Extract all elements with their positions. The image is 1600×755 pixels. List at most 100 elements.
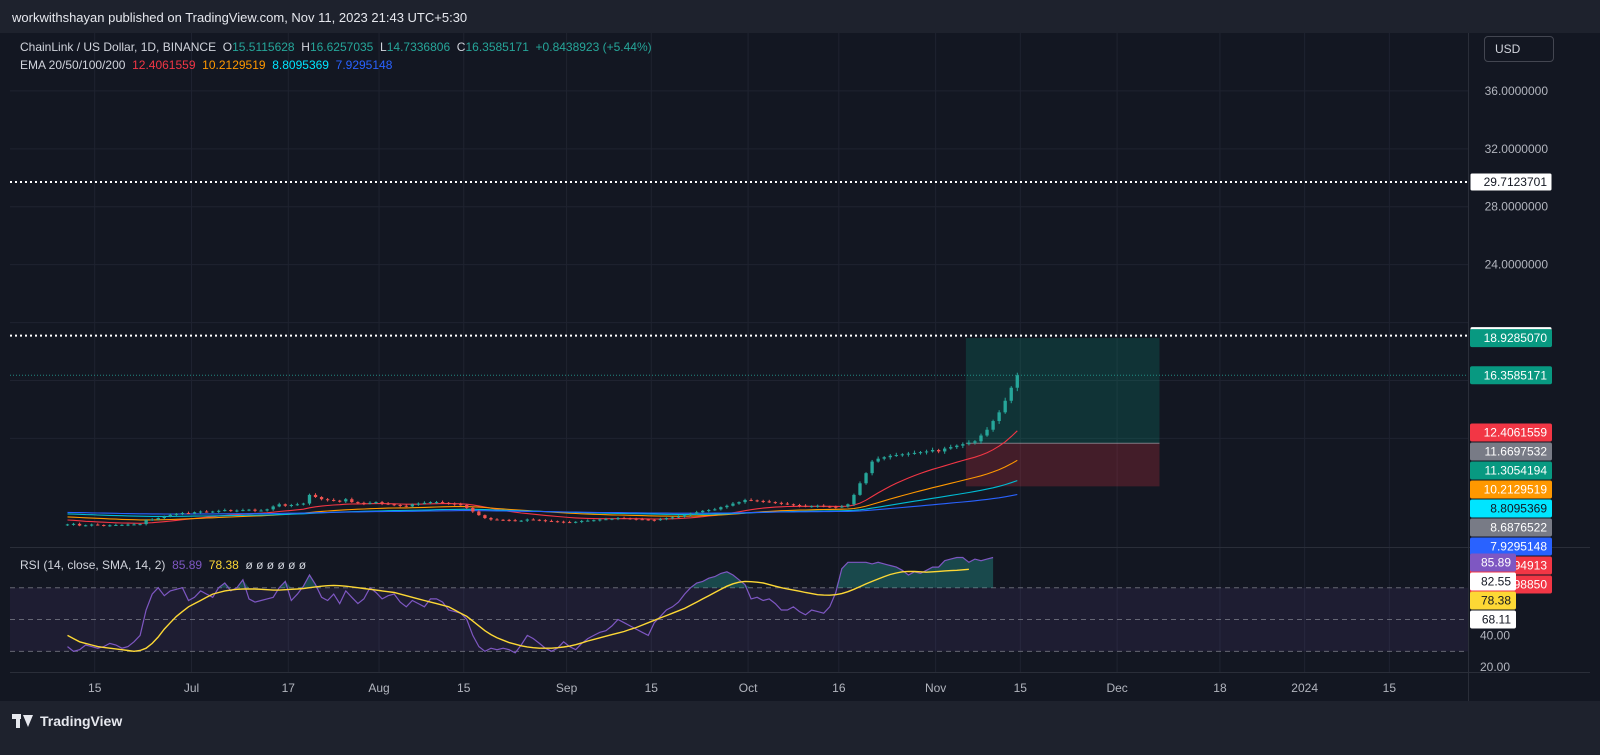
rsi-tick-label: 20.00 <box>1480 660 1510 674</box>
candle-body <box>779 502 784 504</box>
open-value: 15.5115628 <box>232 40 295 54</box>
rsi-axis-tag[interactable]: 78.38 <box>1470 591 1516 610</box>
rsi-axis-tag-text: 68.11 <box>1482 612 1511 626</box>
price-axis-tag[interactable]: 7.9295148 <box>1470 537 1552 556</box>
candle-body <box>186 512 191 514</box>
price-tick-label: 28.0000000 <box>1485 200 1549 214</box>
candle-body <box>864 473 868 484</box>
candle-body <box>374 502 378 504</box>
candle <box>979 433 983 444</box>
candle-body <box>930 449 935 452</box>
candle-body <box>628 518 632 520</box>
candle-body <box>108 525 112 527</box>
candle-body <box>985 429 989 436</box>
candle-body <box>77 523 82 526</box>
candle-body <box>737 502 741 504</box>
candle <box>815 504 820 508</box>
candle-body <box>731 503 735 506</box>
candle-body <box>90 524 94 526</box>
candle-body <box>495 519 499 521</box>
rsi-axis-tag[interactable]: 82.55 <box>1470 572 1516 591</box>
candle <box>325 498 330 502</box>
candle-body <box>822 505 826 507</box>
rsi-overbought-fill <box>67 557 994 588</box>
position-stop-zone[interactable] <box>965 443 1160 487</box>
candle-body <box>858 483 862 495</box>
candle-body <box>949 447 953 449</box>
candle-body <box>652 519 656 521</box>
candle <box>332 498 336 502</box>
candle-body <box>797 505 802 507</box>
candle <box>731 501 735 507</box>
candle <box>223 508 227 512</box>
position-target-zone[interactable] <box>965 338 1160 444</box>
candle <box>77 522 82 527</box>
price-axis-tag[interactable]: 11.6697532 <box>1470 442 1552 461</box>
candle <box>634 517 638 521</box>
ema-title: EMA 20/50/100/200 <box>20 58 126 72</box>
price-axis-tag-text: 18.9285070 <box>1484 331 1548 345</box>
candle <box>737 501 741 505</box>
candle <box>967 440 971 446</box>
rsi-tick-label: 40.00 <box>1480 628 1510 642</box>
candle <box>198 510 203 514</box>
candle-body <box>876 458 880 462</box>
candle <box>422 501 427 505</box>
candle-body <box>694 512 699 514</box>
currency-button[interactable]: USD <box>1484 36 1554 62</box>
time-tick-label: 17 <box>282 681 296 695</box>
candle <box>779 501 784 506</box>
level-price-tag[interactable]: 29.7123701 <box>1469 172 1553 192</box>
candle <box>531 518 535 521</box>
candle <box>670 516 675 520</box>
candle-body <box>253 509 257 511</box>
candle-body <box>459 504 463 506</box>
symbol-legend: ChainLink / US Dollar, 1D, BINANCE O15.5… <box>20 40 652 54</box>
price-axis-tag[interactable]: 12.4061559 <box>1470 423 1552 442</box>
candle <box>307 493 312 506</box>
candle <box>265 508 269 512</box>
rsi-axis-tag[interactable]: 68.11 <box>1470 610 1516 629</box>
price-axis-tag[interactable]: 10.2129519 <box>1470 480 1552 499</box>
candle-body <box>519 520 523 522</box>
candle <box>356 501 360 505</box>
rsi-axis[interactable]: 40.00 20.00 85.89 82.55 78.38 68.11 <box>1470 553 1516 674</box>
candle-body <box>828 506 832 508</box>
candle-body <box>1015 375 1019 388</box>
candle <box>537 519 542 522</box>
long-position-tool[interactable] <box>965 338 1160 487</box>
price-axis-tag-text: 8.8095369 <box>1490 502 1547 516</box>
rsi-axis-tag-text: 82.55 <box>1481 574 1511 588</box>
candle <box>791 503 796 507</box>
candle <box>749 498 753 502</box>
candle-body <box>598 519 602 521</box>
candle-body <box>852 494 856 505</box>
price-axis-tag[interactable]: 8.6876522 <box>1470 518 1552 537</box>
candle <box>852 493 856 506</box>
candle <box>580 519 584 524</box>
price-axis-tag[interactable]: 16.3585171 <box>1470 366 1552 385</box>
price-axis[interactable]: 36.0000000 32.0000000 28.0000000 24.0000000… <box>1469 84 1553 594</box>
tradingview-logo[interactable]: TradingView <box>12 713 122 729</box>
candle-body <box>132 524 136 526</box>
price-axis-tag[interactable]: 8.8095369 <box>1470 499 1552 518</box>
candle <box>398 503 402 508</box>
candle <box>943 446 947 454</box>
candle-body <box>719 507 723 510</box>
candle-body <box>180 512 185 514</box>
candle-body <box>313 494 318 498</box>
candle-body <box>350 499 354 503</box>
candle <box>289 503 293 508</box>
time-axis[interactable]: 15 Jul 17 Aug 15 Sep 15 Oct 16 Nov 15 Dec 18 2024 15 <box>88 681 1396 695</box>
candle-body <box>586 520 590 522</box>
rsi-value: 85.89 <box>172 558 203 572</box>
candle-body <box>102 524 106 526</box>
rsi-axis-tag[interactable]: 85.89 <box>1470 553 1516 572</box>
price-tick-label: 32.0000000 <box>1485 142 1549 156</box>
candle-body <box>567 522 572 524</box>
price-axis-tag[interactable]: 18.9285070 <box>1470 329 1552 348</box>
price-axis-tag-bg <box>1470 480 1552 499</box>
price-axis-tag[interactable]: 11.3054194 <box>1470 461 1552 480</box>
candle <box>301 502 306 506</box>
